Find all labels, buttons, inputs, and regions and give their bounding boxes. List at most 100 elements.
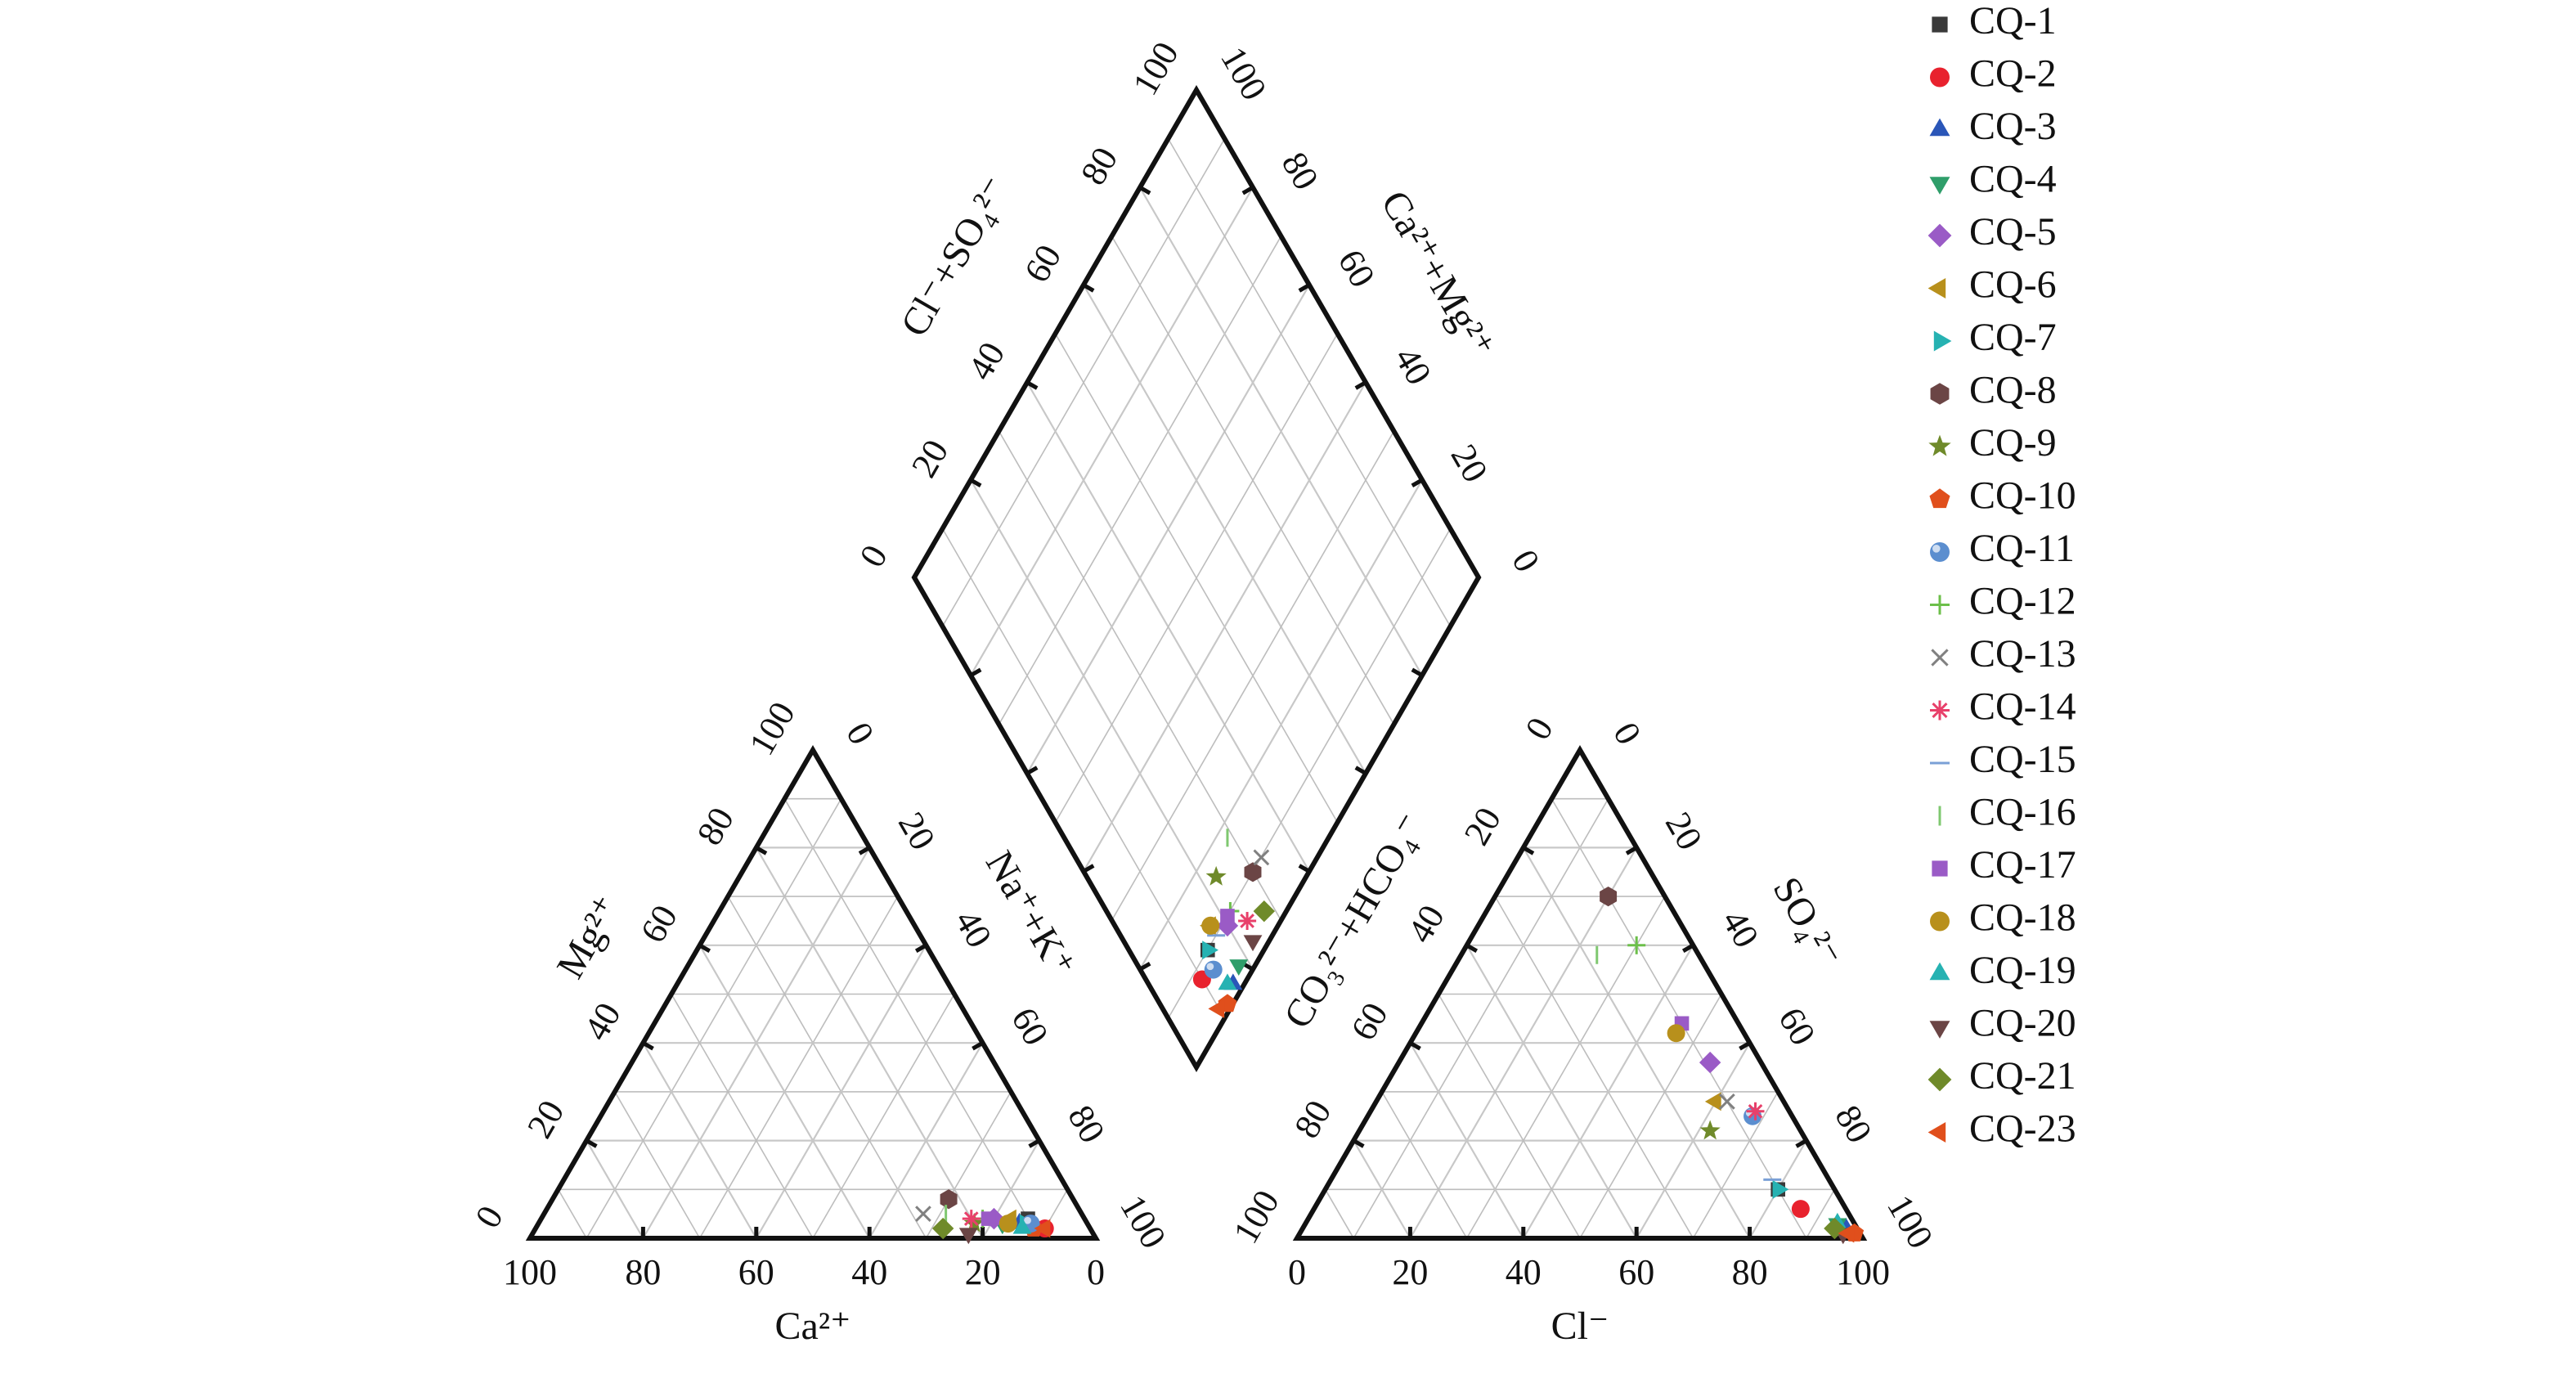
legend-marker — [1930, 700, 1950, 721]
diamond-point-cq-21 — [1253, 900, 1275, 923]
axis-tick — [1298, 864, 1311, 873]
diamond-point-cq-9 — [1205, 865, 1227, 886]
cation-right-tick-label: 20 — [891, 806, 943, 857]
diamond-left-tick-label: 20 — [904, 433, 956, 484]
grid-line — [1353, 798, 1609, 1239]
diamond-point-cq-19 — [1218, 973, 1237, 990]
legend-item: CQ-16 — [1938, 791, 2076, 834]
legend-item: CQ-8 — [1930, 369, 2057, 412]
legend-marker — [1932, 860, 1948, 877]
cation-right-tick-label: 60 — [1003, 1001, 1056, 1053]
cation-left-tick-label: 0 — [467, 1199, 510, 1235]
grid-line — [925, 1091, 1012, 1239]
grid-line — [586, 1140, 644, 1239]
axis-tick — [1241, 186, 1254, 195]
legend-item: CQ-6 — [1928, 263, 2057, 307]
legend-marker — [1930, 911, 1950, 932]
anion-right-tick-label: 0 — [1605, 716, 1649, 752]
axis-tick — [1465, 943, 1479, 953]
diamond-point-cq-7 — [1202, 941, 1218, 960]
grid-line — [586, 798, 842, 1239]
legend-marker — [1928, 434, 1951, 456]
cation-bottom-tick-label: 0 — [1087, 1252, 1105, 1292]
grid-line — [671, 994, 814, 1239]
cation-triangle-frame — [525, 745, 1101, 1241]
axis-tick — [969, 667, 982, 677]
anion-point-cq-5 — [1699, 1051, 1721, 1074]
grid-line — [783, 798, 1040, 1239]
axis-tick — [1352, 1138, 1365, 1148]
anion-point-cq-12 — [1627, 936, 1646, 954]
legend-item: CQ-14 — [1930, 685, 2076, 729]
legend-marker — [1930, 542, 1950, 562]
legend-marker — [1929, 488, 1950, 509]
anion-left-tick-label: 80 — [1286, 1093, 1339, 1145]
cation-bottom-tick-label: 20 — [965, 1252, 1001, 1292]
grid-line — [1636, 1042, 1751, 1239]
diamond-right-tick-label: 40 — [1387, 340, 1439, 392]
legend-item: CQ-1 — [1932, 0, 2057, 43]
cation-left-tick-label: 20 — [519, 1093, 572, 1145]
anion-point-cq-23 — [1838, 1224, 1855, 1243]
diamond-left-tick-label: 0 — [851, 538, 895, 574]
axis-tick — [1028, 1138, 1041, 1148]
anion-point-cq-9 — [1699, 1120, 1721, 1140]
anion-bottom-tick-label: 0 — [1288, 1252, 1306, 1292]
anion-bottom-tick-label: 60 — [1618, 1252, 1654, 1292]
axis-tick — [642, 1041, 654, 1051]
diamond-point-cq-4 — [1229, 959, 1249, 976]
axis-tick — [1795, 1138, 1808, 1148]
legend-item: CQ-3 — [1929, 105, 2057, 148]
legend-label: CQ-7 — [1969, 316, 2057, 359]
cation-right-tick-label: 0 — [838, 716, 882, 752]
anion-point-cq-6 — [1704, 1092, 1721, 1111]
cation-point-cq-17 — [981, 1211, 996, 1226]
cation-point-cq-19 — [1012, 1217, 1032, 1234]
cation-right-tick-label: 80 — [1060, 1098, 1112, 1150]
diamond-frame — [911, 85, 1482, 1073]
legend-marker — [1933, 330, 1952, 352]
anion-right-tick-label: 20 — [1658, 806, 1710, 857]
anion-right-tick-label: 40 — [1714, 903, 1766, 954]
axis-tick — [1739, 1041, 1751, 1051]
legend-label: CQ-23 — [1969, 1107, 2076, 1151]
legend-item: CQ-2 — [1930, 52, 2057, 96]
legend-marker — [1928, 223, 1952, 248]
grid-line — [1438, 994, 1581, 1239]
axis-tick — [1298, 283, 1311, 293]
legend-label: CQ-13 — [1969, 632, 2076, 676]
grid-line — [1353, 1140, 1411, 1239]
cation-point-cq-21 — [931, 1217, 954, 1240]
grid-line — [557, 1188, 587, 1239]
legend-item: CQ-23 — [1928, 1107, 2076, 1151]
legend-marker — [1928, 1067, 1952, 1092]
legend-label: CQ-12 — [1969, 580, 2076, 623]
legend-marker — [1929, 962, 1950, 981]
anion-point-cq-7 — [1772, 1179, 1789, 1199]
diamond-right-tick-label: 0 — [1504, 543, 1547, 579]
cation-point-cq-20 — [958, 1228, 978, 1245]
legend-item: CQ-17 — [1932, 843, 2076, 887]
diamond-left-tick-label: 60 — [1016, 238, 1069, 290]
anion-point-cq-13 — [1719, 1093, 1735, 1110]
legend-label: CQ-5 — [1969, 210, 2057, 254]
grid-line — [727, 896, 927, 1239]
anion-point-cq-8 — [1600, 887, 1618, 907]
cation-right-axis-label: Na⁺+K⁺ — [977, 844, 1084, 985]
legend-marker — [1928, 1122, 1946, 1143]
diamond-point-cq-18 — [1201, 916, 1220, 935]
anion-bottom-tick-label: 20 — [1392, 1252, 1428, 1292]
anion-left-tick-label: 40 — [1400, 898, 1452, 950]
axis-tick — [698, 943, 711, 953]
diamond-point-cq-20 — [1243, 935, 1263, 952]
legend-item: CQ-20 — [1929, 1002, 2076, 1045]
legend-label: CQ-8 — [1969, 369, 2057, 412]
diamond-left-tick-label: 40 — [960, 335, 1012, 387]
cation-point-cq-14 — [962, 1210, 981, 1228]
cation-bottom-tick-label: 60 — [738, 1252, 774, 1292]
legend-marker — [1929, 1021, 1950, 1039]
legend-label: CQ-15 — [1969, 738, 2076, 781]
diamond-point-cq-14 — [1238, 912, 1257, 931]
axis-tick — [1354, 380, 1367, 390]
